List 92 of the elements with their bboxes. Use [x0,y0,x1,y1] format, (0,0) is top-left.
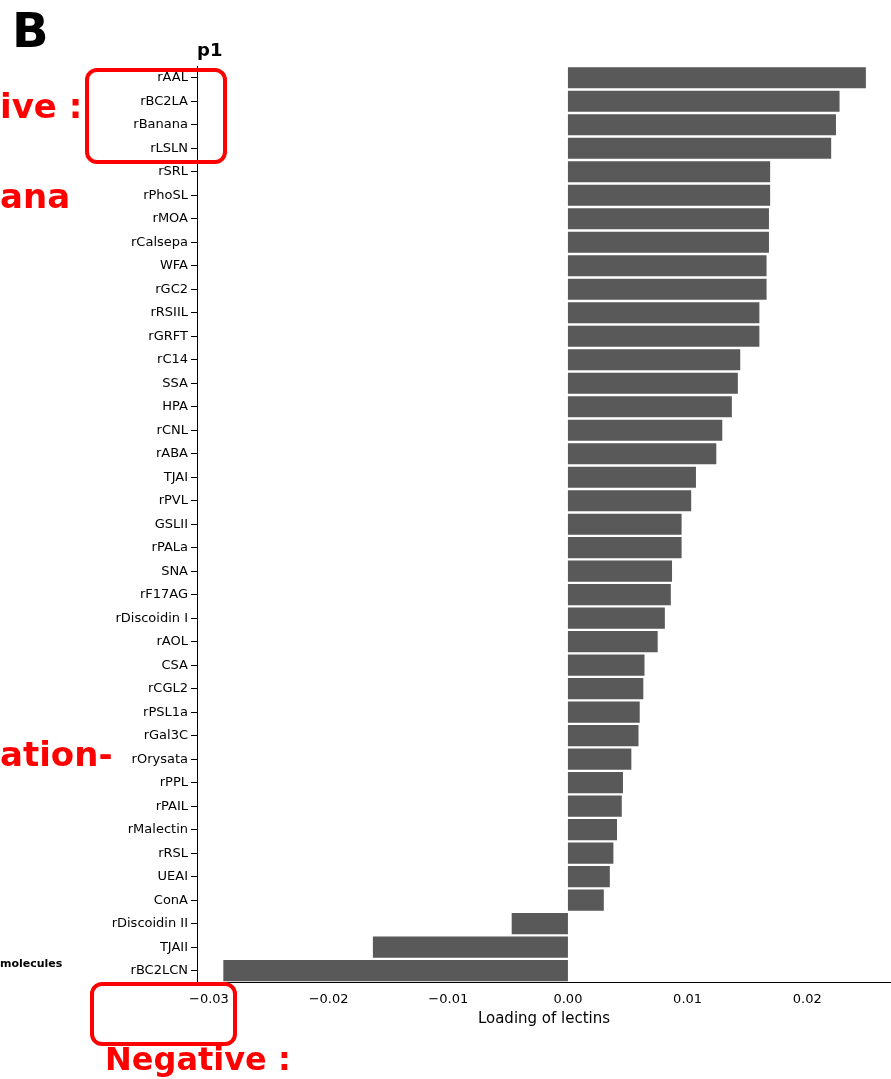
y-tick-label: rCNL [156,421,189,437]
bar [567,631,658,653]
y-tick-label: rDiscoidin II [111,915,188,931]
bar [567,842,614,864]
x-tick-label: −0.01 [428,990,469,1006]
chart-title: p1 [197,38,223,60]
bar [567,490,692,512]
bar [567,866,610,888]
bar [567,748,632,770]
y-tick-label: rCalsepa [131,233,188,249]
x-tick-label: 0.00 [553,990,583,1006]
bar [372,936,568,958]
bar [567,560,673,582]
bar [567,302,760,324]
bar [511,913,568,935]
y-tick-label: rPSL1a [143,703,188,719]
bar [567,90,840,112]
y-tick-label: TJAII [158,938,188,954]
bar [567,278,767,300]
x-tick-label: 0.02 [792,990,822,1006]
y-tick-label: rCGL2 [147,680,188,696]
bar [567,208,769,230]
y-tick-label: rGRFT [148,327,189,343]
bar [567,466,696,488]
y-tick-label: SNA [161,562,189,578]
bar [567,889,604,911]
y-tick-label: GSLII [154,515,188,531]
y-tick-label: rAOL [156,633,189,649]
x-tick-label: −0.02 [308,990,349,1006]
bar [567,137,832,159]
text: ation- [0,734,113,775]
x-tick-label: −0.03 [189,990,229,1006]
y-tick-label: WFA [159,257,189,273]
y-tick-label: rABA [155,445,189,461]
bar [567,184,771,206]
bar [567,114,836,136]
y-tick-label: rLSLN [150,139,188,155]
y-tick-label: rMOA [152,210,189,226]
x-axis-title: Loading of lectins [477,1008,611,1027]
y-tick-label: rPVL [158,492,189,508]
y-tick-label: rRSIIL [150,304,189,320]
bar [567,607,665,629]
bar [567,513,682,535]
bar [567,654,645,676]
bar [567,678,644,700]
bar [567,325,760,347]
y-tick-label: rC14 [157,351,188,367]
y-tick-label: rRSL [158,844,189,860]
bar [567,161,771,183]
text: Negative : [105,1040,291,1079]
x-tick-label: 0.01 [673,990,703,1006]
y-tick-label: TJAI [162,468,188,484]
bar [567,443,717,465]
y-tick-label: SSA [162,374,189,390]
y-tick-label: rMalectin [127,821,188,837]
y-tick-label: rAAL [157,69,189,85]
y-tick-label: rBC2LA [140,92,189,108]
y-tick-label: rGal3C [143,727,188,743]
text: molecules [0,957,63,971]
y-tick-label: rPhoSL [143,186,189,202]
y-tick-label: CSA [161,656,189,672]
text: ive : [0,86,83,127]
bar [567,396,732,418]
bar [567,349,741,371]
bar [567,819,617,841]
y-tick-label: rBanana [133,116,188,132]
bar [567,725,639,747]
text: B [12,2,49,60]
y-tick-label: rDiscoidin I [115,609,188,625]
y-tick-label: HPA [162,398,189,414]
y-tick-label: rPALa [151,539,188,555]
bar [567,231,769,253]
y-tick-label: rF17AG [139,586,188,602]
bar [567,67,866,89]
text: ana [0,176,71,217]
bar [223,960,568,982]
bar [567,255,767,277]
y-tick-label: rPPL [159,774,189,790]
y-tick-label: rGC2 [155,280,188,296]
bar [567,584,671,606]
y-tick-label: rBC2LCN [130,962,188,978]
bar [567,701,640,723]
y-tick-label: ConA [153,891,189,907]
bar [567,772,623,794]
y-tick-label: rSRL [158,163,189,179]
bar [567,795,622,817]
bar [567,419,723,441]
bar [567,537,682,559]
y-tick-label: rPAIL [155,797,189,813]
bar [567,372,738,394]
y-tick-label: UEAI [157,868,188,884]
y-tick-label: rOrysata [131,750,188,766]
